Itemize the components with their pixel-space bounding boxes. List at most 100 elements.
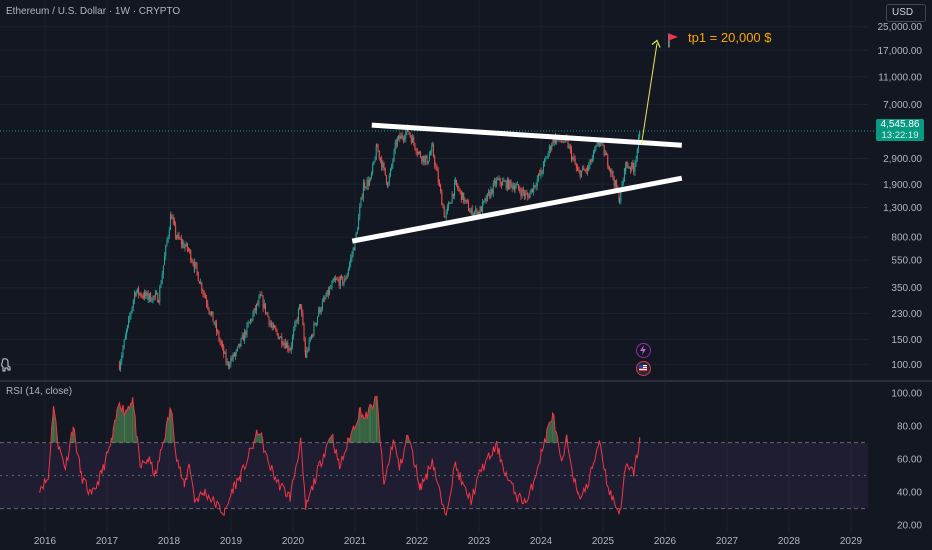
candle-body <box>297 309 299 321</box>
candle-body <box>262 296 264 308</box>
candle-body <box>379 157 381 160</box>
candle-body <box>150 293 152 302</box>
rsi-tick-label: 100.00 <box>891 389 922 400</box>
candle-body <box>157 293 159 303</box>
rsi-axis[interactable]: 100.00 80.00 60.00 40.00 20.00 <box>891 389 922 532</box>
candle-body <box>192 262 194 265</box>
candle-body <box>568 146 570 148</box>
candle-body <box>263 303 265 308</box>
price-tick-label: 100.00 <box>891 360 922 371</box>
candle-body <box>129 316 131 319</box>
symbol-title[interactable]: Ethereum / U.S. Dollar · 1W · CRYPTO <box>6 6 181 17</box>
candle-body <box>232 353 234 360</box>
candle-body <box>466 200 468 203</box>
candle-body <box>167 236 169 241</box>
candle-body <box>577 169 579 171</box>
candle-body <box>420 152 422 158</box>
candle-body <box>218 331 220 340</box>
candle-body <box>194 261 196 270</box>
candle-body <box>400 135 402 139</box>
candle-body <box>324 298 326 300</box>
candle-body <box>373 161 375 165</box>
candle-body <box>313 323 315 336</box>
candle-body <box>128 318 130 326</box>
candle-body <box>553 136 555 143</box>
dino-icon[interactable] <box>0 358 12 372</box>
us-flag-icon[interactable] <box>636 361 651 376</box>
time-tick-label: 2024 <box>530 536 553 547</box>
candle-body <box>387 182 389 187</box>
candle-body <box>211 311 213 314</box>
candle-body <box>332 279 334 283</box>
candle-body <box>318 307 320 313</box>
candle-body <box>414 143 416 149</box>
candle-body <box>375 145 377 160</box>
candle-body <box>354 239 356 250</box>
candle-body <box>391 165 393 169</box>
currency-button[interactable]: USD <box>886 4 926 22</box>
candle-body <box>376 145 378 148</box>
price-tick-label: 350.00 <box>891 283 922 294</box>
candle-body <box>276 330 278 334</box>
candle-body <box>512 186 514 189</box>
candle-body <box>401 135 403 138</box>
candle-body <box>437 171 439 183</box>
candle-body <box>268 316 270 325</box>
candle-body <box>395 142 397 145</box>
candle-body <box>448 202 450 207</box>
candle-body <box>475 209 477 213</box>
time-axis[interactable]: 2016 2017 2018 2019 2020 2021 2022 2023 2024 2025… <box>34 536 863 547</box>
candle-body <box>626 162 628 166</box>
candle-body <box>299 304 301 307</box>
projection-arrowhead <box>651 39 661 48</box>
candle-body <box>372 164 374 174</box>
candle-body <box>135 291 137 296</box>
candle-body <box>170 215 172 219</box>
price-axis[interactable]: 25,000.00 17,000.00 11,000.00 7,000.00 2,900… <box>878 22 923 371</box>
candle-body <box>483 200 485 203</box>
candle-body <box>490 188 492 198</box>
triangle-trendlines[interactable] <box>351 122 683 244</box>
target-projection-arrow[interactable] <box>640 33 678 146</box>
candle-body <box>315 322 317 325</box>
candle-body <box>154 293 156 297</box>
candle-body <box>136 288 138 292</box>
candle-body <box>422 155 424 162</box>
time-tick-label: 2023 <box>468 536 491 547</box>
candle-body <box>349 263 351 270</box>
candle-body <box>295 320 297 324</box>
bar-countdown: 13:22:19 <box>881 130 919 141</box>
candle-body <box>321 301 323 310</box>
candle-body <box>479 207 481 215</box>
time-tick-label: 2027 <box>716 536 739 547</box>
candle-body <box>415 148 417 153</box>
candle-body <box>217 331 219 333</box>
candle-body <box>518 184 520 189</box>
candle-body <box>402 137 404 140</box>
candle-body <box>431 145 433 153</box>
candle-body <box>201 282 203 291</box>
candle-body <box>162 265 164 275</box>
target-label[interactable]: tp1 = 20,000 $ <box>688 30 772 45</box>
last-price-tag: 4,545.86 13:22:19 <box>876 119 924 141</box>
candle-body <box>290 345 292 351</box>
candle-body <box>302 312 304 325</box>
candle-body <box>223 345 225 354</box>
candle-body <box>346 274 348 279</box>
candle-body <box>436 166 438 172</box>
candle-body <box>131 306 133 313</box>
candle-body <box>121 355 123 362</box>
rsi-tick-label: 40.00 <box>897 488 922 499</box>
candle-body <box>477 212 479 217</box>
candle-body <box>362 182 364 188</box>
candle-body <box>613 178 615 187</box>
rsi-indicator-label[interactable]: RSI (14, close) <box>6 386 73 397</box>
candle-body <box>426 156 428 164</box>
rsi-tick-label: 20.00 <box>897 521 922 532</box>
lightning-icon[interactable] <box>636 343 651 358</box>
candle-body <box>469 210 471 213</box>
price-tick-label: 25,000.00 <box>878 22 923 33</box>
candle-body <box>343 281 345 285</box>
candle-body <box>314 323 316 325</box>
